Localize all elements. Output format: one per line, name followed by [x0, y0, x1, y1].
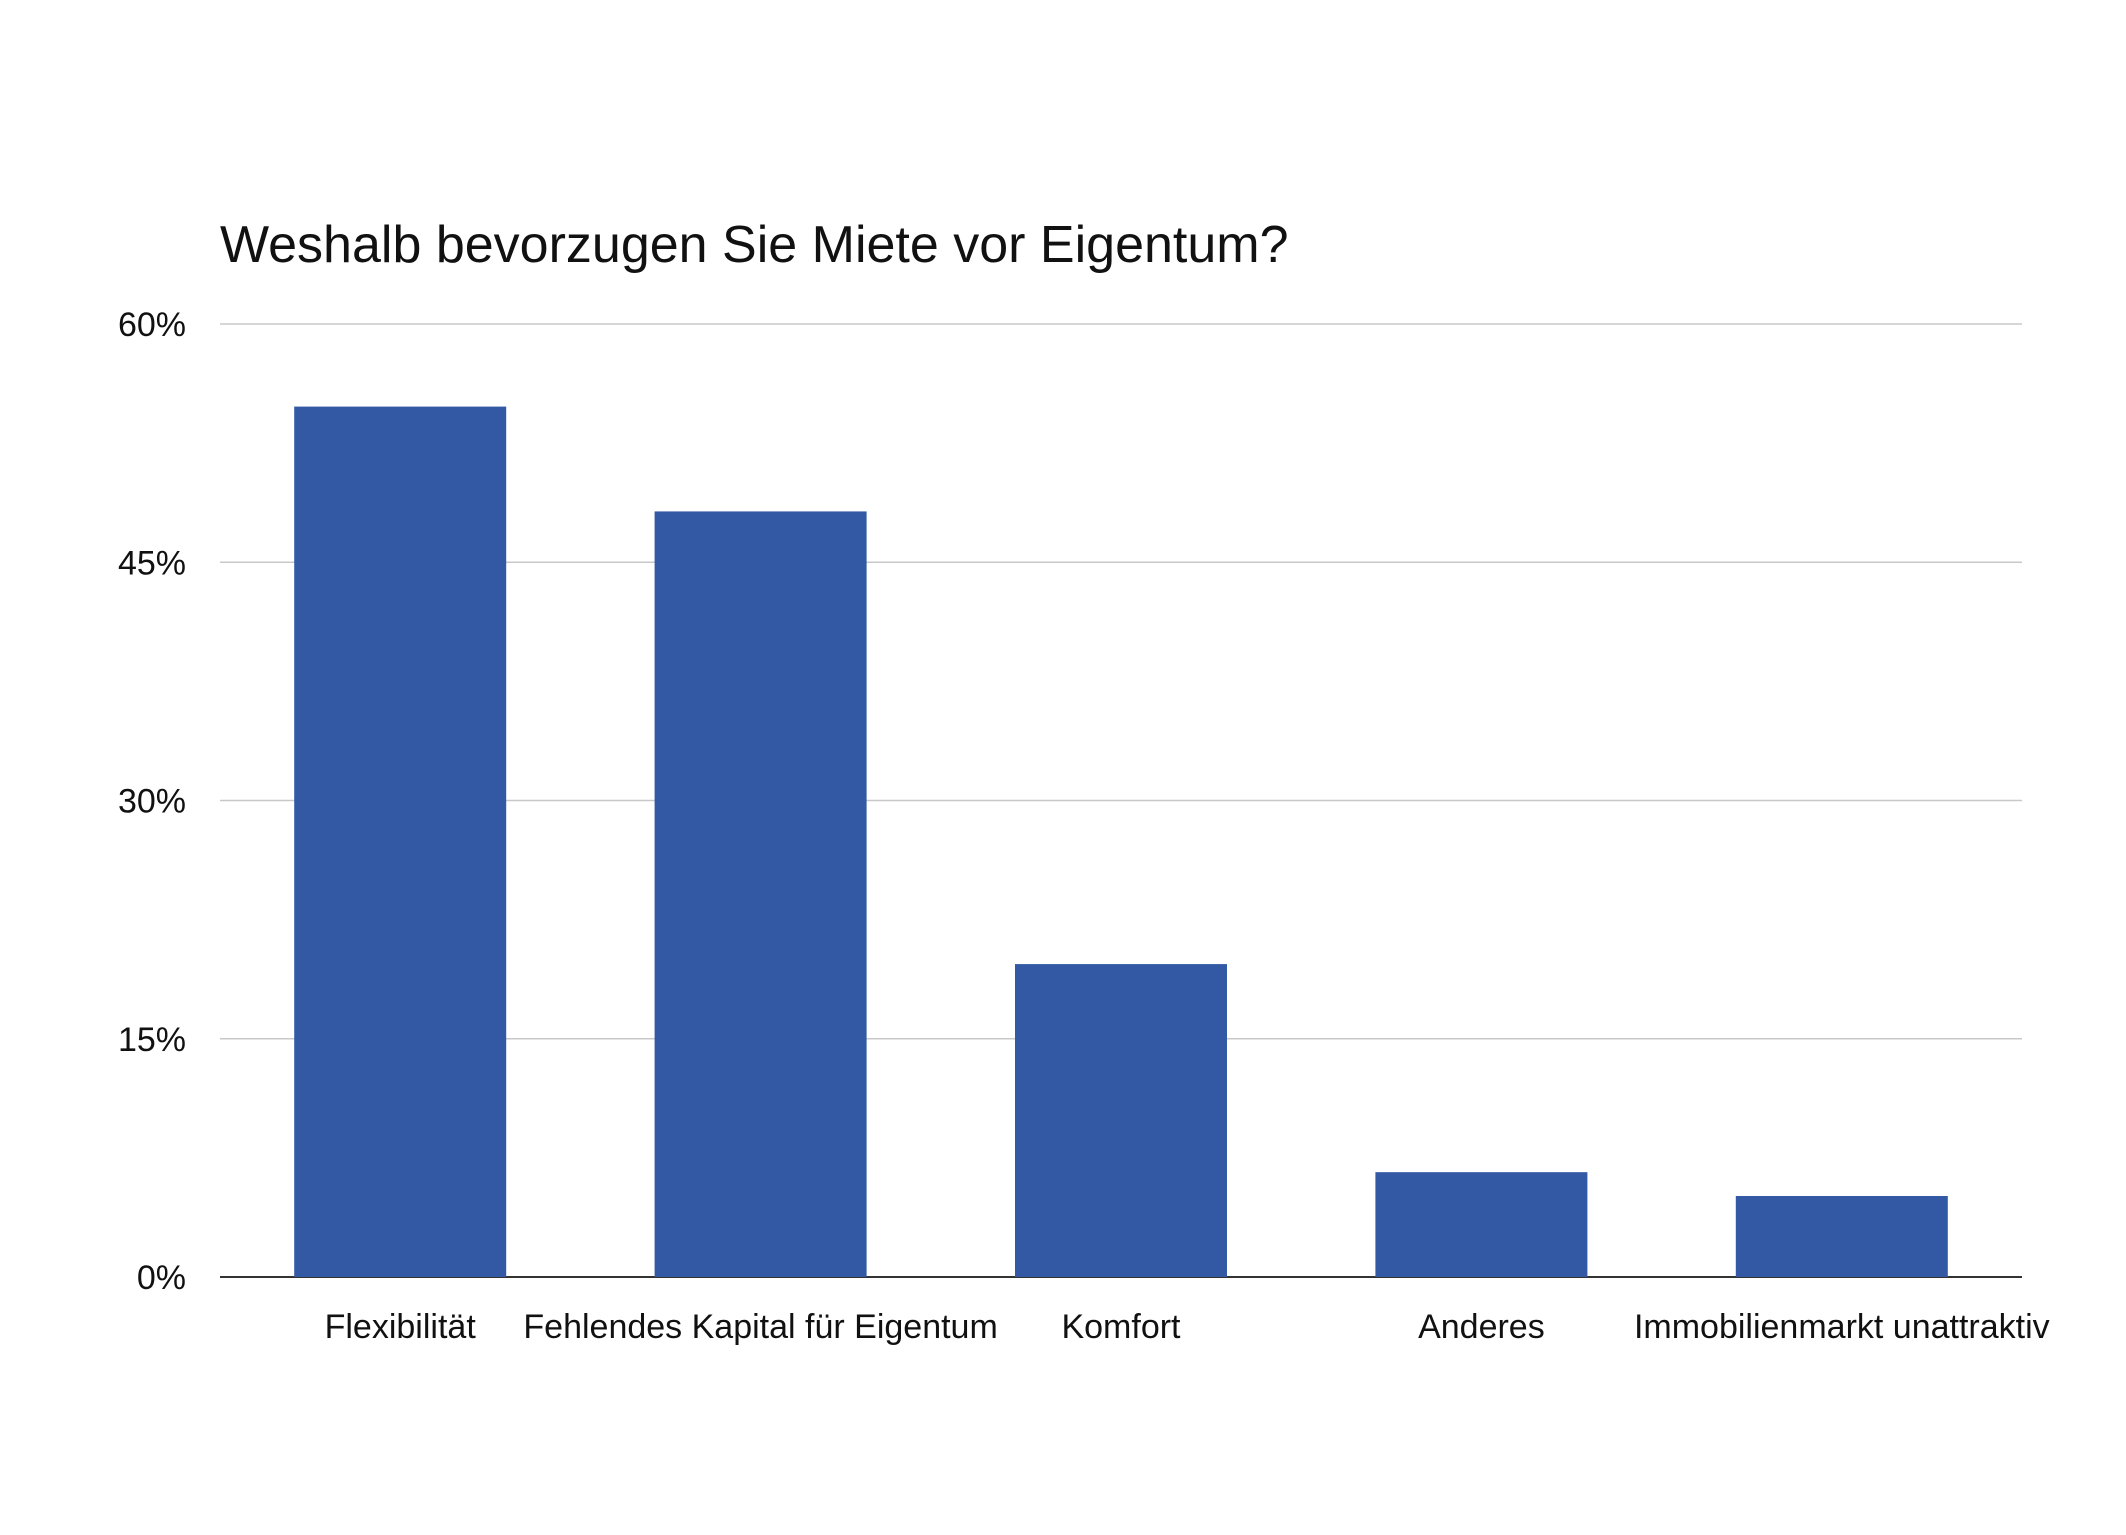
bar [1015, 964, 1227, 1277]
x-category-label: Flexibilität [325, 1308, 477, 1346]
bar-layer [294, 406, 1948, 1277]
x-category-label: Immobilienmarkt unattraktiv [1634, 1308, 2050, 1346]
y-tick-label: 15% [118, 1021, 186, 1059]
x-category-label: Anderes [1418, 1308, 1545, 1346]
y-tick-label: 30% [118, 783, 186, 821]
y-tick-label: 60% [118, 306, 186, 344]
bar [1375, 1172, 1588, 1277]
chart-title: Weshalb bevorzugen Sie Miete vor Eigentu… [220, 216, 1289, 274]
bar [294, 406, 507, 1277]
x-category-label: Komfort [1061, 1308, 1181, 1346]
y-tick-label: 45% [118, 544, 186, 582]
x-axis-labels: Flexibilität Fehlendes Kapital für Eigent… [325, 1308, 2050, 1346]
bar [1735, 1195, 1948, 1277]
y-tick-label: 0% [137, 1259, 186, 1297]
x-category-label: Fehlendes Kapital für Eigentum [523, 1308, 997, 1346]
y-axis-ticks: 0% 15% 30% 45% 60% [118, 306, 186, 1297]
bar [654, 511, 867, 1277]
